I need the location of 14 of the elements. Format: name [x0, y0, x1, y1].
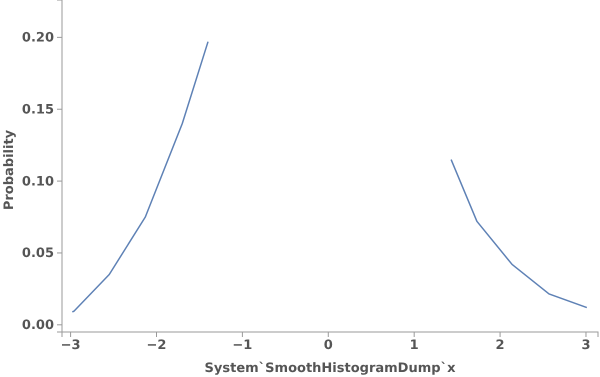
x-tick-label: −2	[146, 338, 166, 354]
y-tick-label: 0.10	[22, 174, 54, 190]
y-tick-label: 0.15	[22, 102, 54, 118]
y-tick-label: 0.20	[22, 30, 54, 46]
y-tick-label: 0.00	[22, 318, 54, 333]
y-axis-title: Probability	[2, 129, 17, 210]
x-tick-label: 1	[410, 338, 419, 354]
y-tick-label: 0.05	[22, 246, 54, 262]
x-tick-label: 0	[324, 338, 333, 354]
x-tick-label: 3	[581, 338, 590, 354]
x-tick-label: 2	[496, 338, 505, 354]
x-axis-title: System`SmoothHistogramDump`x	[204, 361, 456, 376]
x-tick-label: −3	[60, 338, 81, 354]
x-tick-label: −1	[232, 338, 252, 354]
